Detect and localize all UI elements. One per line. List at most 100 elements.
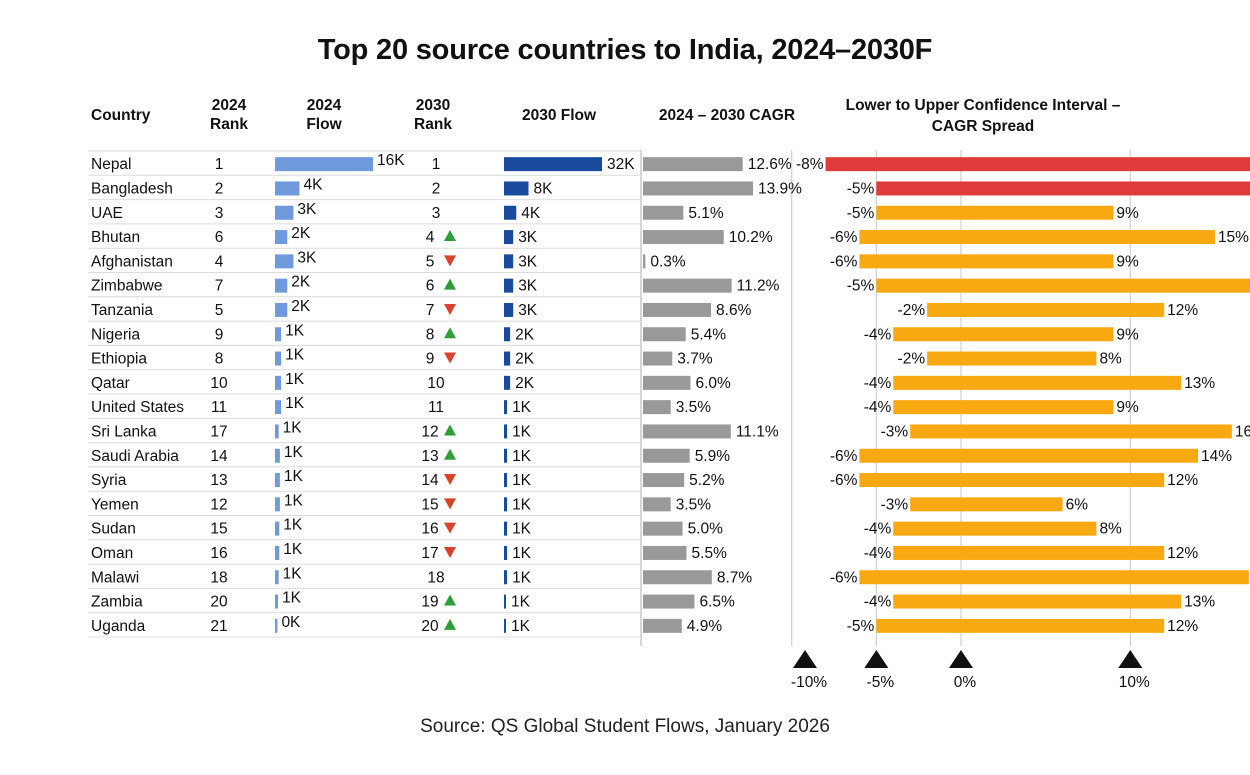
flow-2024-bar bbox=[275, 230, 288, 245]
rank-2030: 6 bbox=[426, 278, 435, 295]
flow-2030-label: 2K bbox=[515, 351, 535, 368]
cagr-label: 10.2% bbox=[729, 229, 773, 246]
cagr-label: 5.5% bbox=[692, 545, 728, 562]
rank-2024: 17 bbox=[210, 423, 227, 440]
rank-up-icon bbox=[444, 448, 456, 460]
flow-2030-bar bbox=[504, 497, 508, 512]
flow-2030-bar bbox=[504, 545, 508, 560]
cagr-bar bbox=[643, 157, 743, 172]
ci-high-label: 16% bbox=[1235, 423, 1250, 440]
ci-high-label: 6% bbox=[1066, 496, 1089, 513]
rank-2030: 1 bbox=[432, 156, 441, 173]
ci-spread-bar bbox=[893, 521, 1097, 536]
flow-2030-label: 4K bbox=[521, 205, 541, 222]
flow-2024-bar bbox=[275, 424, 279, 439]
flow-2030-label: 1K bbox=[512, 448, 532, 465]
ci-spread-bar bbox=[927, 302, 1165, 317]
rank-2024: 1 bbox=[215, 156, 224, 173]
cagr-bar bbox=[643, 521, 683, 536]
rank-2030: 12 bbox=[421, 423, 438, 440]
flow-2024-bar bbox=[275, 302, 288, 317]
cagr-bar bbox=[643, 327, 686, 342]
rank-2030: 7 bbox=[426, 302, 435, 319]
cagr-label: 4.9% bbox=[687, 618, 723, 635]
country-label: Oman bbox=[91, 545, 133, 562]
ci-spread-bar bbox=[859, 570, 1249, 585]
flow-2024-label: 2K bbox=[291, 298, 311, 315]
axis-marker-icon bbox=[949, 650, 973, 668]
ci-high-label: 13% bbox=[1184, 375, 1215, 392]
ci-high-label: 12% bbox=[1167, 472, 1198, 489]
ci-spread-bar bbox=[859, 448, 1199, 463]
cagr-bar bbox=[643, 351, 673, 366]
ci-low-label: -6% bbox=[830, 448, 858, 465]
ci-high-label: 9% bbox=[1116, 326, 1139, 343]
flow-2030-label: 3K bbox=[518, 302, 538, 319]
flow-2024-bar bbox=[275, 351, 282, 366]
ci-low-label: -8% bbox=[796, 156, 824, 173]
country-label: Saudi Arabia bbox=[91, 448, 179, 465]
country-label: Nigeria bbox=[91, 326, 140, 343]
rank-up-icon bbox=[444, 230, 456, 242]
flow-2024-label: 1K bbox=[283, 565, 303, 582]
flow-2024-bar bbox=[275, 205, 294, 220]
flow-2024-label: 2K bbox=[291, 274, 311, 291]
rank-down-icon bbox=[444, 255, 456, 267]
rank-2024: 12 bbox=[210, 496, 227, 513]
flow-2024-label: 16K bbox=[377, 152, 405, 169]
cagr-label: 5.4% bbox=[691, 326, 727, 343]
ci-low-label: -6% bbox=[830, 472, 858, 489]
flow-2024-bar bbox=[275, 594, 279, 609]
header-2024-flow-0: 2024 bbox=[307, 97, 342, 114]
ci-low-label: -3% bbox=[881, 423, 909, 440]
flow-2024-bar bbox=[275, 473, 280, 488]
ci-spread-bar bbox=[910, 497, 1063, 512]
ci-low-label: -5% bbox=[847, 278, 875, 295]
flow-2024-bar bbox=[275, 521, 280, 536]
rank-2030: 15 bbox=[421, 496, 438, 513]
rank-2024: 13 bbox=[210, 472, 227, 489]
axis-marker-icon bbox=[1118, 650, 1143, 668]
ci-high-label: 9% bbox=[1116, 205, 1139, 222]
ci-high-label: 13% bbox=[1184, 594, 1215, 611]
country-label: Yemen bbox=[91, 496, 139, 513]
rank-down-icon bbox=[444, 474, 456, 486]
rank-up-icon bbox=[444, 618, 456, 630]
cagr-label: 8.7% bbox=[717, 569, 753, 586]
rank-2024: 18 bbox=[210, 569, 227, 586]
flow-2024-bar bbox=[275, 570, 279, 585]
axis-marker-icon bbox=[793, 650, 817, 668]
ci-low-label: -5% bbox=[847, 205, 875, 222]
flow-2024-bar bbox=[275, 157, 373, 172]
rank-down-icon bbox=[444, 352, 456, 364]
flow-2030-bar bbox=[504, 181, 529, 196]
ci-spread-bar bbox=[859, 230, 1215, 245]
flow-2030-bar bbox=[504, 521, 508, 536]
rank-up-icon bbox=[444, 594, 456, 606]
cagr-bar bbox=[643, 278, 732, 293]
flow-2030-label: 3K bbox=[518, 229, 538, 246]
ci-spread-bar bbox=[927, 351, 1097, 366]
ci-spread-bar bbox=[859, 473, 1165, 488]
flow-2030-bar bbox=[504, 157, 602, 172]
header-2024-flow-1: Flow bbox=[306, 116, 342, 133]
flow-2030-label: 2K bbox=[515, 326, 535, 343]
rank-2024: 14 bbox=[210, 448, 228, 465]
rank-2030: 8 bbox=[426, 326, 435, 343]
flow-2024-bar bbox=[275, 618, 278, 633]
ci-low-label: -4% bbox=[864, 399, 892, 416]
rank-2024: 7 bbox=[215, 278, 224, 295]
ci-spread-bar bbox=[876, 278, 1250, 293]
ci-spread-bar bbox=[893, 545, 1165, 560]
flow-2024-bar bbox=[275, 497, 280, 512]
ci-low-label: -5% bbox=[847, 180, 875, 197]
ci-low-label: -4% bbox=[864, 521, 892, 538]
header-cagr: 2024 – 2030 CAGR bbox=[659, 107, 795, 124]
ci-high-label: 12% bbox=[1167, 545, 1198, 562]
flow-2030-bar bbox=[504, 254, 514, 269]
rank-2030: 3 bbox=[432, 205, 441, 222]
header-2024-rank-1: Rank bbox=[210, 116, 248, 133]
ci-low-label: -4% bbox=[864, 326, 892, 343]
country-label: Tanzania bbox=[91, 302, 153, 319]
